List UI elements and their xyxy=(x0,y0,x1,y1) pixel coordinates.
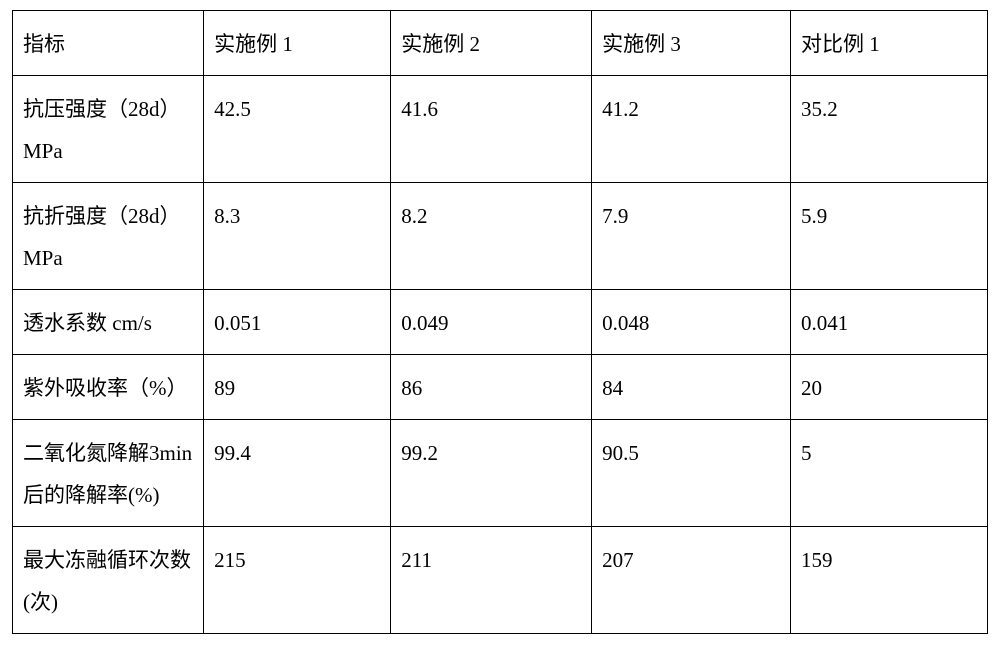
cell: 5 xyxy=(791,420,988,527)
table-row: 紫外吸收率（%） 89 86 84 20 xyxy=(13,355,988,420)
table-row: 抗压强度（28d）MPa 42.5 41.6 41.2 35.2 xyxy=(13,76,988,183)
row-label: 抗压强度（28d）MPa xyxy=(13,76,204,183)
cell: 0.041 xyxy=(791,290,988,355)
cell: 5.9 xyxy=(791,183,988,290)
row-label: 最大冻融循环次数(次) xyxy=(13,527,204,634)
cell: 35.2 xyxy=(791,76,988,183)
col-header-ex2: 实施例 2 xyxy=(391,11,592,76)
cell: 41.6 xyxy=(391,76,592,183)
col-header-ex1: 实施例 1 xyxy=(204,11,391,76)
table-row: 透水系数 cm/s 0.051 0.049 0.048 0.041 xyxy=(13,290,988,355)
row-label: 抗折强度（28d）MPa xyxy=(13,183,204,290)
cell: 8.3 xyxy=(204,183,391,290)
results-table: 指标 实施例 1 实施例 2 实施例 3 对比例 1 抗压强度（28d）MPa … xyxy=(12,10,988,634)
cell: 8.2 xyxy=(391,183,592,290)
cell: 99.4 xyxy=(204,420,391,527)
col-header-metric: 指标 xyxy=(13,11,204,76)
cell: 90.5 xyxy=(592,420,791,527)
cell: 7.9 xyxy=(592,183,791,290)
row-label: 二氧化氮降解3min 后的降解率(%) xyxy=(13,420,204,527)
cell: 215 xyxy=(204,527,391,634)
cell: 42.5 xyxy=(204,76,391,183)
table-row: 最大冻融循环次数(次) 215 211 207 159 xyxy=(13,527,988,634)
cell: 86 xyxy=(391,355,592,420)
table-header-row: 指标 实施例 1 实施例 2 实施例 3 对比例 1 xyxy=(13,11,988,76)
cell: 84 xyxy=(592,355,791,420)
cell: 0.049 xyxy=(391,290,592,355)
cell: 159 xyxy=(791,527,988,634)
table-row: 抗折强度（28d）MPa 8.3 8.2 7.9 5.9 xyxy=(13,183,988,290)
cell: 0.051 xyxy=(204,290,391,355)
table-row: 二氧化氮降解3min 后的降解率(%) 99.4 99.2 90.5 5 xyxy=(13,420,988,527)
cell: 89 xyxy=(204,355,391,420)
cell: 41.2 xyxy=(592,76,791,183)
cell: 211 xyxy=(391,527,592,634)
col-header-cmp1: 对比例 1 xyxy=(791,11,988,76)
cell: 20 xyxy=(791,355,988,420)
row-label: 紫外吸收率（%） xyxy=(13,355,204,420)
row-label: 透水系数 cm/s xyxy=(13,290,204,355)
col-header-ex3: 实施例 3 xyxy=(592,11,791,76)
cell: 207 xyxy=(592,527,791,634)
cell: 0.048 xyxy=(592,290,791,355)
cell: 99.2 xyxy=(391,420,592,527)
